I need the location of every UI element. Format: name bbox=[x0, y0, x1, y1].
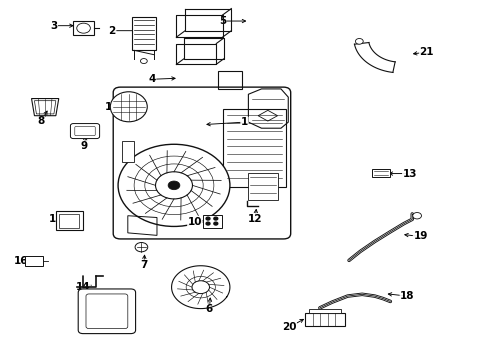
Text: 21: 21 bbox=[419, 47, 433, 57]
Bar bbox=[56, 211, 82, 230]
Bar bbox=[305, 313, 345, 327]
Text: 5: 5 bbox=[219, 16, 226, 26]
Bar bbox=[308, 309, 341, 313]
FancyBboxPatch shape bbox=[75, 126, 95, 136]
Circle shape bbox=[118, 144, 229, 226]
Text: 14: 14 bbox=[76, 282, 90, 292]
Circle shape bbox=[168, 181, 180, 190]
Text: 18: 18 bbox=[399, 291, 414, 301]
Bar bbox=[73, 21, 94, 35]
Text: 4: 4 bbox=[148, 74, 156, 84]
Circle shape bbox=[412, 212, 421, 219]
Text: 6: 6 bbox=[205, 304, 213, 314]
Bar bbox=[25, 256, 43, 266]
FancyBboxPatch shape bbox=[113, 87, 290, 239]
Bar bbox=[122, 141, 134, 162]
Text: 7: 7 bbox=[140, 260, 147, 270]
Bar bbox=[222, 109, 285, 187]
Bar bbox=[59, 213, 79, 228]
Text: 1: 1 bbox=[241, 117, 247, 127]
Circle shape bbox=[213, 217, 217, 220]
Circle shape bbox=[77, 23, 90, 33]
Text: 19: 19 bbox=[412, 231, 427, 242]
FancyBboxPatch shape bbox=[78, 289, 135, 334]
Text: 11: 11 bbox=[105, 102, 119, 112]
Ellipse shape bbox=[110, 92, 147, 122]
Bar bbox=[248, 173, 277, 200]
Circle shape bbox=[205, 222, 209, 225]
Circle shape bbox=[155, 172, 192, 199]
Circle shape bbox=[355, 39, 363, 44]
Text: 13: 13 bbox=[402, 168, 416, 179]
Circle shape bbox=[192, 281, 209, 294]
Text: 12: 12 bbox=[247, 213, 262, 224]
Circle shape bbox=[213, 222, 217, 225]
Text: 17: 17 bbox=[89, 321, 103, 331]
Text: 3: 3 bbox=[50, 21, 58, 31]
Circle shape bbox=[135, 243, 147, 252]
Text: 9: 9 bbox=[81, 141, 87, 151]
FancyBboxPatch shape bbox=[70, 123, 100, 139]
Text: 8: 8 bbox=[38, 116, 45, 126]
Bar bbox=[371, 168, 389, 177]
Text: 10: 10 bbox=[187, 217, 202, 227]
Text: 15: 15 bbox=[48, 214, 63, 224]
Text: 16: 16 bbox=[14, 256, 28, 266]
Circle shape bbox=[140, 59, 147, 64]
Text: 2: 2 bbox=[108, 26, 116, 36]
Circle shape bbox=[205, 217, 209, 220]
FancyBboxPatch shape bbox=[86, 294, 127, 329]
Bar bbox=[203, 215, 221, 228]
Bar bbox=[131, 18, 156, 50]
Text: 20: 20 bbox=[282, 322, 296, 332]
